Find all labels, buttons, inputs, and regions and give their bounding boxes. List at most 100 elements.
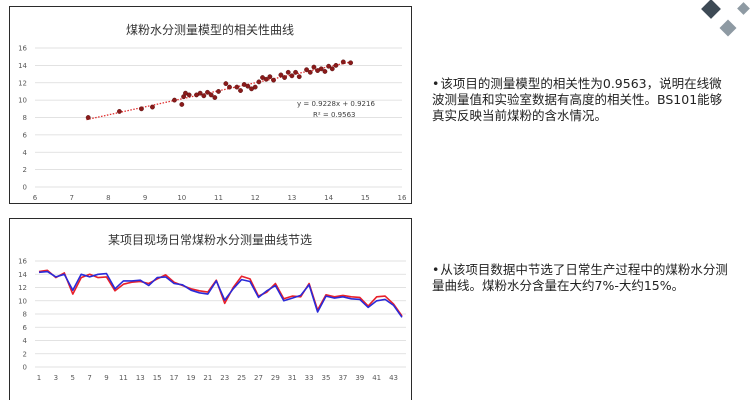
scatter-point [311, 64, 317, 70]
scatter-point [282, 75, 287, 80]
scatter-point [172, 97, 177, 103]
scatter-point [318, 66, 324, 72]
scatter-point [293, 69, 298, 75]
line-x-tick: 13 [136, 374, 145, 382]
line-x-tick: 15 [153, 374, 162, 382]
scatter-point [271, 77, 276, 83]
line-y-tick: 0 [23, 364, 27, 372]
line-x-tick: 33 [305, 374, 314, 382]
daily-moisture-chart-panel: 某项目现场日常煤粉水分测量曲线节选 0 2 4 6 8 10 12 14 16 1 3 5 7 9 11 13… [9, 218, 412, 400]
daily-curve-note-text: 从该项目数据中节选了日常生产过程中的煤粉水分测量曲线。煤粉水分含量在大约7%-大… [432, 262, 728, 293]
scatter-point [348, 60, 354, 66]
series-blue-line [38, 270, 403, 318]
line-x-tick: 23 [220, 374, 229, 382]
scatter-y-tick: 12 [18, 79, 27, 87]
scatter-x-tick: 15 [361, 194, 370, 202]
scatter-point [278, 72, 284, 78]
scatter-x-tick: 12 [251, 194, 260, 202]
scatter-point [267, 74, 273, 80]
daily-curve-note: •从该项目数据中节选了日常生产过程中的煤粉水分测量曲线。煤粉水分含量在大约7%-… [432, 262, 732, 294]
line-x-tick: 31 [288, 374, 297, 382]
line-y-tick: 6 [23, 324, 28, 332]
line-x-tick: 11 [119, 374, 128, 382]
scatter-point [117, 109, 122, 114]
line-x-tick: 29 [271, 374, 280, 382]
scatter-point [208, 92, 214, 98]
scatter-point [139, 106, 144, 112]
line-x-tick: 3 [54, 374, 58, 382]
scatter-y-tick: 6 [23, 131, 28, 139]
scatter-point [223, 81, 229, 87]
scatter-point [256, 79, 262, 85]
scatter-point [179, 102, 185, 107]
corner-decoration [701, 0, 750, 37]
correlation-note-text: 该项目的测量模型的相关性为0.9563，说明在线微波测量值和实验室数据有高度的相… [432, 76, 723, 123]
scatter-y-tick: 14 [18, 62, 27, 70]
scatter-y-tick: 0 [23, 184, 27, 192]
scatter-x-tick: 14 [324, 194, 333, 202]
scatter-x-tick: 16 [398, 194, 407, 202]
note-bullet: • [432, 76, 440, 91]
line-chart-title: 某项目现场日常煤粉水分测量曲线节选 [108, 233, 312, 247]
scatter-point [285, 69, 291, 75]
scatter-chart-title: 煤粉水分测量模型的相关性曲线 [126, 22, 294, 37]
line-x-tick: 5 [71, 374, 75, 382]
scatter-x-tick: 7 [69, 194, 73, 202]
scatter-x-tick: 10 [177, 194, 186, 202]
scatter-point [201, 93, 207, 99]
line-y-tick: 4 [23, 337, 28, 345]
scatter-y-tick: 10 [18, 97, 27, 105]
scatter-point [85, 115, 91, 120]
scatter-point [234, 84, 240, 90]
line-y-tick: 2 [23, 350, 27, 358]
scatter-y-tick: 8 [23, 114, 27, 122]
scatter-point [322, 69, 328, 74]
scatter-point [227, 84, 232, 90]
scatter-y-tick: 16 [18, 45, 27, 53]
scatter-y-tick: 4 [23, 149, 28, 157]
scatter-point [186, 92, 192, 98]
scatter-x-tick: 13 [287, 194, 296, 202]
deco-square-dark [701, 0, 721, 19]
line-x-tick: 25 [237, 374, 246, 382]
scatter-grid [35, 47, 402, 188]
line-x-tick: 1 [37, 374, 41, 382]
line-x-tick: 27 [254, 374, 263, 382]
line-y-tick: 8 [23, 311, 27, 319]
scatter-x-tick: 11 [214, 194, 223, 202]
line-y-tick: 12 [18, 284, 27, 292]
line-y-tick: 10 [18, 297, 27, 305]
scatter-x-tick: 8 [106, 194, 110, 202]
scatter-point [205, 89, 210, 95]
scatter-point [212, 95, 218, 100]
scatter-point [252, 84, 258, 90]
correlation-scatter-chart: 煤粉水分测量模型的相关性曲线 0 2 4 6 8 10 12 14 16 6 7 8 9 10 11 12 13… [18, 22, 407, 203]
scatter-tick-labels: 0 2 4 6 8 10 12 14 16 6 7 8 9 10 11 12 13 14 15 16 [18, 45, 407, 203]
scatter-point [263, 76, 269, 82]
line-x-tick: 19 [186, 374, 195, 382]
series-red-line [38, 269, 403, 317]
line-series [38, 269, 403, 318]
scatter-point [304, 67, 309, 73]
note-bullet: • [432, 262, 440, 277]
scatter-point [326, 63, 331, 69]
line-x-tick: 39 [355, 374, 364, 382]
scatter-point [238, 88, 243, 93]
correlation-note: •该项目的测量模型的相关性为0.9563，说明在线微波测量值和实验室数据有高度的… [432, 76, 732, 124]
scatter-point [150, 104, 155, 110]
scatter-point [340, 59, 346, 65]
deco-square-gray-small [737, 2, 750, 15]
line-x-tick: 7 [87, 374, 91, 382]
scatter-x-tick: 6 [33, 194, 38, 202]
scatter-x-tick: 9 [143, 194, 147, 202]
line-y-tick: 16 [18, 258, 27, 266]
scatter-point [307, 69, 313, 75]
scatter-point [245, 83, 251, 89]
scatter-point [289, 73, 295, 79]
line-grid [35, 260, 406, 368]
line-y-tick: 14 [18, 271, 27, 279]
scatter-point [197, 90, 203, 96]
trendline-equation: y = 0.9228x + 0.9216 [297, 100, 375, 108]
